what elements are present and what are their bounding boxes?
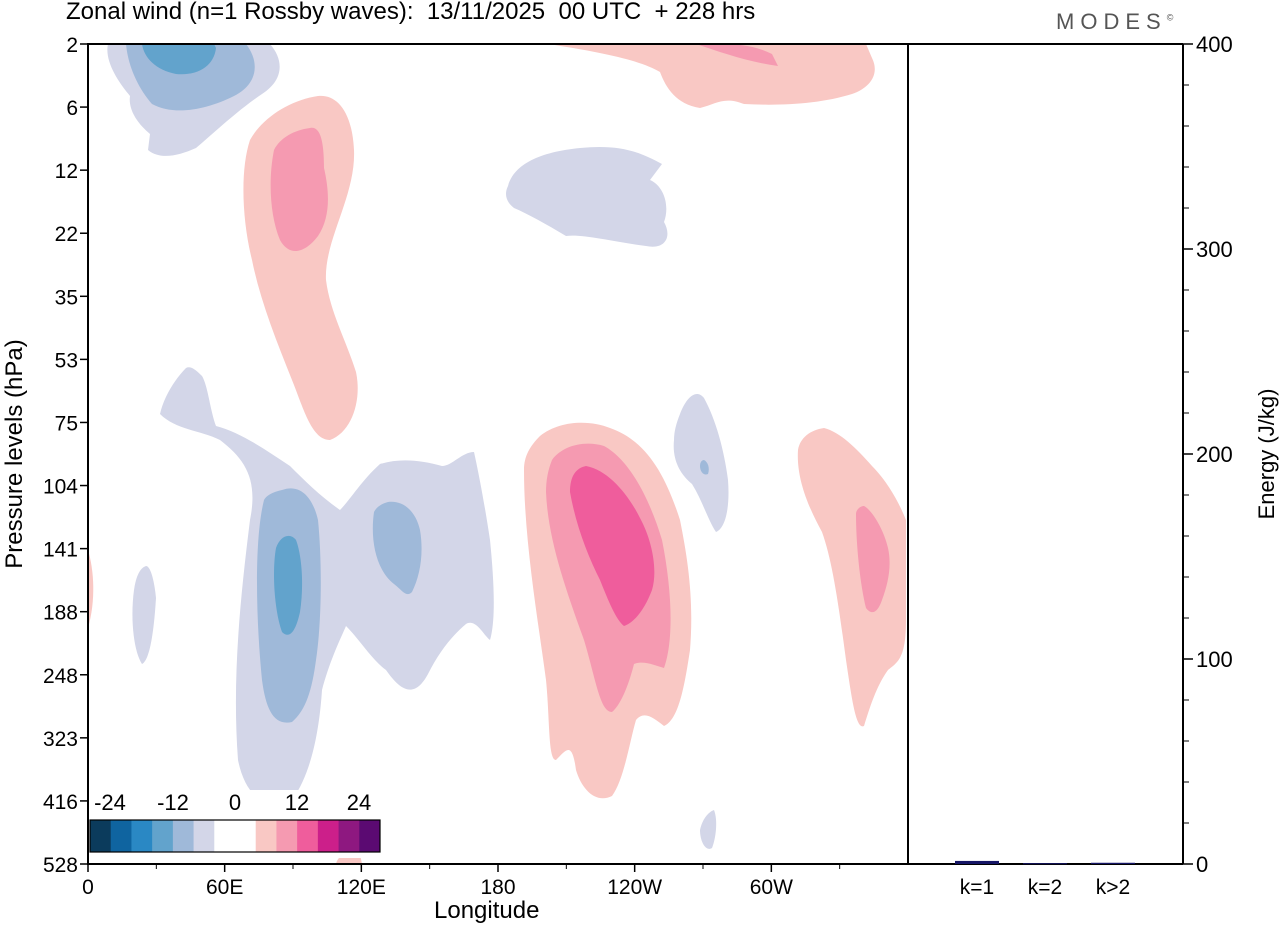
- pressure-tick-label: 141: [43, 539, 78, 562]
- contour-neg-secondary-mid: [372, 501, 422, 595]
- pressure-tick-label: 6: [66, 97, 78, 120]
- pressure-tick-label: 323: [43, 728, 78, 751]
- longitude-tick-label: 60W: [750, 876, 793, 899]
- colorbar-swatch: [131, 820, 153, 852]
- energy-category-label: k=1: [960, 876, 994, 899]
- y-axis-label: Pressure levels (hPa): [1, 339, 28, 568]
- energy-bar: [1091, 862, 1135, 864]
- pressure-tick-label: 75: [55, 412, 78, 435]
- energy-category-label: k>2: [1096, 876, 1130, 899]
- colorbar-tick-label: -12: [157, 790, 189, 815]
- contour-neg-upper-center: [506, 146, 668, 247]
- contour-neg-main-inner: [274, 535, 303, 635]
- energy-bar-panel: 0 100 200 300 400 k=1 k=2 k>2 Energy (J/kg): [908, 32, 1279, 899]
- colorbar-swatch: [172, 820, 195, 852]
- contour-neg-small-bottom: [700, 810, 717, 849]
- colorbar-swatch: [235, 820, 257, 852]
- pressure-tick-label: 248: [43, 665, 78, 688]
- longitude-tick-label: 0: [82, 876, 94, 899]
- colorbar-swatch: [255, 820, 277, 852]
- chart-title: Zonal wind (n=1 Rossby waves): 13/11/202…: [66, 0, 756, 25]
- colorbar-swatch: [90, 820, 112, 852]
- brand-logo: MODES©: [1056, 9, 1173, 35]
- pressure-tick-label: 22: [55, 223, 78, 246]
- colorbar-swatch: [317, 820, 340, 852]
- contour-pos-top-outer: [548, 44, 875, 108]
- colorbar-tick-label: 24: [347, 790, 371, 815]
- colorbar-swatch: [297, 820, 319, 852]
- contour-neg-main-outer: [160, 367, 494, 805]
- contour-pos-right-outer: [797, 428, 906, 727]
- colorbar-swatch: [110, 820, 132, 852]
- longitude-tick-label: 60E: [206, 876, 243, 899]
- energy-bar: [955, 860, 999, 864]
- colorbar-labels: -24 -12 0 12 24: [94, 790, 371, 815]
- x-axis-label: Longitude: [434, 897, 540, 924]
- energy-axis: 0 100 200 300 400: [1183, 32, 1233, 877]
- contour-pos-upper-inner: [270, 127, 328, 252]
- brand-name: MODES: [1056, 9, 1167, 34]
- contour-pos-left-edge: [88, 550, 94, 628]
- zonal-wind-contours: [88, 44, 906, 864]
- pressure-tick-label: 188: [43, 602, 78, 625]
- pressure-tick-label: 35: [55, 286, 78, 309]
- colorbar-swatch: [193, 820, 215, 852]
- pressure-axis: 2 6 12 22 35 53 75 104 141 188 248 323 416 528: [43, 34, 88, 877]
- contour-neg-small-left: [132, 566, 156, 664]
- colorbar-frame: [89, 819, 381, 853]
- colorbar-swatch: [359, 820, 381, 852]
- energy-bars: [955, 860, 1135, 865]
- contour-pos-top-inner: [696, 44, 778, 66]
- colorbar-tick-label: 12: [285, 790, 309, 815]
- longitude-tick-label: 120E: [337, 876, 386, 899]
- energy-tick-label: 300: [1196, 237, 1233, 262]
- pressure-tick-label: 53: [55, 349, 78, 372]
- longitude-axis: 0 60E 120E 180 120W 60W: [82, 864, 841, 899]
- energy-tick-label: 0: [1196, 852, 1208, 877]
- longitude-tick-label: 180: [480, 876, 515, 899]
- pressure-tick-label: 2: [66, 34, 78, 57]
- energy-tick-label: 100: [1196, 647, 1233, 672]
- energy-tick-label: 400: [1196, 32, 1233, 57]
- colorbar-swatch: [214, 820, 236, 852]
- longitude-tick-label: 120W: [607, 876, 662, 899]
- energy-category-label: k=2: [1028, 876, 1062, 899]
- contour-pos-right-inner: [856, 506, 890, 613]
- energy-bar: [1023, 863, 1067, 865]
- brand-mark: ©: [1166, 12, 1174, 23]
- colorbar: -24 -12 0 12 24: [89, 790, 382, 858]
- pressure-tick-label: 528: [43, 854, 78, 877]
- colorbar-swatch: [152, 820, 174, 852]
- contour-neg-upper-left-inner: [142, 44, 216, 75]
- energy-axis-label: Energy (J/kg): [1254, 389, 1279, 520]
- heatmap-frame: [87, 43, 909, 865]
- pressure-tick-label: 12: [55, 160, 78, 183]
- contour-pos-main-inner: [570, 466, 655, 626]
- pressure-tick-label: 104: [43, 476, 78, 499]
- colorbar-tick-label: 0: [229, 790, 241, 815]
- colorbar-cells: [90, 820, 381, 852]
- colorbar-swatch: [276, 820, 298, 852]
- energy-tick-label: 200: [1196, 442, 1233, 467]
- colorbar-tick-label: -24: [94, 790, 126, 815]
- contour-neg-small-right-inner: [700, 460, 709, 475]
- colorbar-swatch: [338, 820, 360, 852]
- energy-categories: k=1 k=2 k>2: [960, 876, 1130, 899]
- pressure-tick-label: 416: [43, 791, 78, 814]
